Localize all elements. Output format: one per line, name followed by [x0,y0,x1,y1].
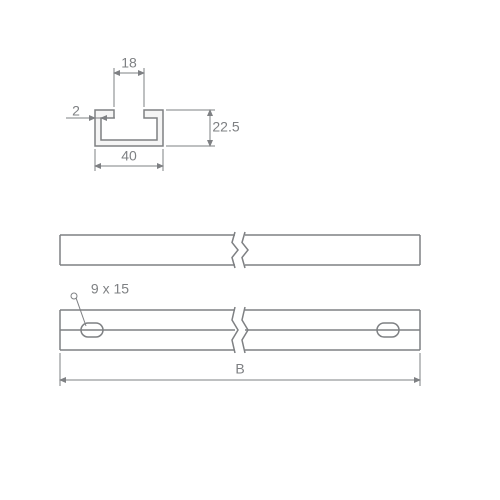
technical-drawing: 18 40 2 22.5 9 x 15 B [0,0,500,500]
dim-thickness: 2 [72,103,80,119]
rail-side-view [60,232,420,268]
rail-top-view: 9 x 15 B [60,281,420,386]
svg-text:18: 18 [121,55,137,71]
slot-dimension-label: 9 x 15 [91,281,129,297]
c-profile-section: 18 40 2 22.5 [66,55,240,171]
dim-length-B: B [235,361,244,377]
svg-text:40: 40 [121,148,137,164]
svg-text:22.5: 22.5 [212,119,239,135]
